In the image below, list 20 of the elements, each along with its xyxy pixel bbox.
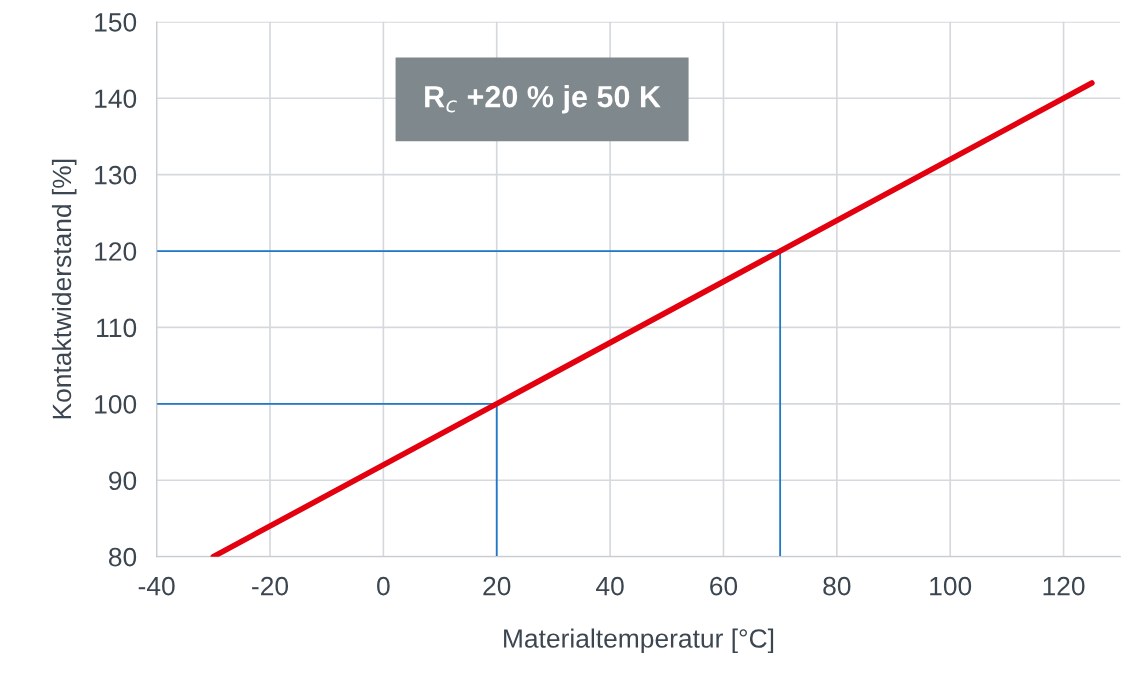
x-tick-label: 100 [930,576,972,596]
y-tick-label: 140 [95,89,137,109]
x-tick-label: 80 [823,576,851,596]
y-tick-label: 120 [95,242,137,261]
x-tick-label: 0 [377,576,390,596]
y-tick-label: 90 [109,471,137,491]
y-axis-title: Kontaktwiderstand [%] [51,159,77,419]
x-tick-label: -40 [138,576,175,596]
x-axis-title: Materialtemperatur [°C] [504,628,774,654]
y-tick-label: 80 [108,547,137,567]
x-tick-label: 20 [483,576,511,596]
y-tick-label: 150 [95,12,137,32]
y-tick-label: 110 [97,318,137,338]
x-tick-label: -20 [252,576,289,596]
x-tick-label: 40 [596,576,624,596]
x-tick-label: 120 [1043,576,1085,596]
annotation: R$_{c}$ +20 % je 50 K [425,85,661,114]
y-tick-label: 100 [95,394,137,414]
y-tick-label: 130 [95,165,137,185]
x-tick-label: 60 [710,576,738,596]
